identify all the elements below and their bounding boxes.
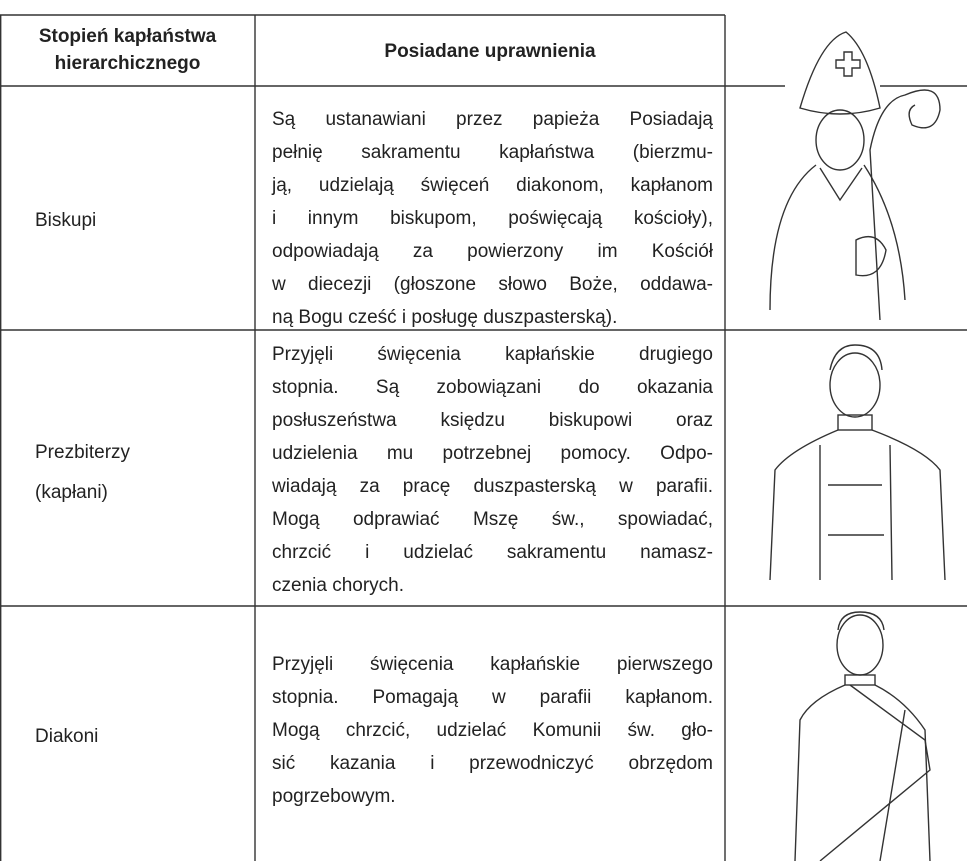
description-line: chrzcić i udzielać sakramentu namasz- xyxy=(272,542,713,563)
description-line: posłuszeństwa księdzu biskupowi oraz xyxy=(272,410,713,431)
description-line: czenia chorych. xyxy=(272,575,405,596)
description-line: Mogą chrzcić, udzielać Komunii św. gło- xyxy=(272,720,713,741)
description-line: odpowiadają za powierzony im Kościół xyxy=(272,241,713,262)
description-line: Mogą odprawiać Mszę św., spowiadać, xyxy=(272,509,713,530)
description-line: Przyjęli święcenia kapłańskie drugiego xyxy=(272,344,713,365)
header-rank: Stopień kapłaństwa xyxy=(38,26,217,47)
priest-drawing xyxy=(769,344,946,581)
deacon-drawing xyxy=(794,611,931,861)
description-line: pogrzebowym. xyxy=(272,786,396,807)
description-line: stopnia. Są zobowiązani do okazania xyxy=(272,377,713,398)
description-line: sić kazania i przewodniczyć obrzędom xyxy=(272,753,713,774)
rank-name: (kapłani) xyxy=(35,482,108,503)
description-line: ną Bogu cześć i posługę duszpasterską). xyxy=(272,307,618,328)
header-rank: hierarchicznego xyxy=(54,53,201,74)
header-powers: Posiadane uprawnienia xyxy=(384,41,596,62)
description-line: Przyjęli święcenia kapłańskie pierwszego xyxy=(272,654,713,675)
rank-name: Diakoni xyxy=(35,726,99,747)
description-line: w diecezji (głoszone słowo Boże, oddawa- xyxy=(272,274,713,295)
description-line: Są ustanawiani przez papieża Posiadają xyxy=(272,109,713,130)
description-line: stopnia. Pomagają w parafii kapłanom. xyxy=(272,687,713,708)
bishop-drawing xyxy=(769,31,941,321)
description-line: udzielenia mu potrzebnej pomocy. Odpo- xyxy=(272,443,713,464)
rank-name: Prezbiterzy xyxy=(35,442,131,463)
description-line: i innym biskupom, poświęcają kościoły), xyxy=(272,208,713,229)
description-line: ją, udzielają święceń diakonom, kapłanom xyxy=(272,175,713,196)
description-line: pełnię sakramentu kapłaństwa (bierzmu- xyxy=(272,142,713,163)
description-line: wiadają za pracę duszpasterską w parafii… xyxy=(272,476,713,497)
rank-name: Biskupi xyxy=(35,210,97,231)
